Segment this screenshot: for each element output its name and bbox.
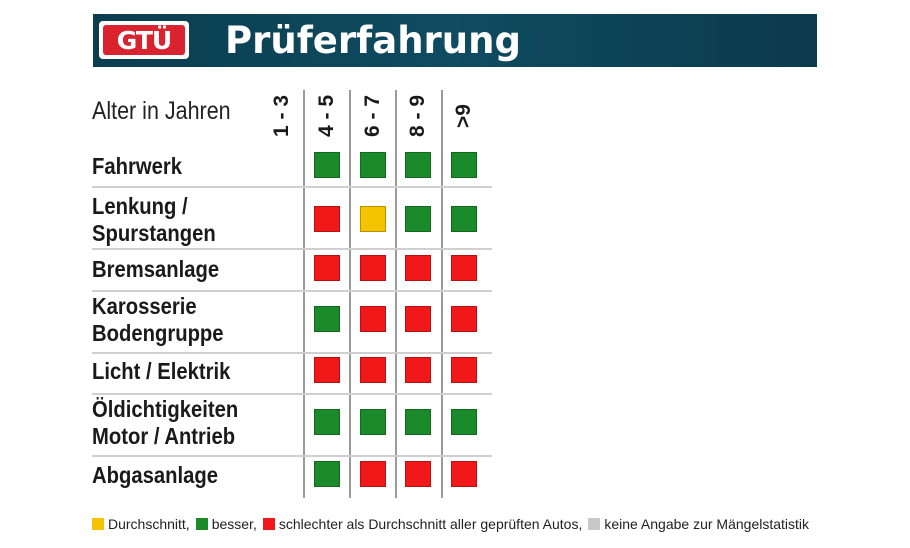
rating-cell-schlechter — [314, 206, 340, 232]
column-header: 4 - 5 — [304, 92, 350, 140]
row-label-line: Abgasanlage — [92, 461, 218, 488]
rating-cell-besser — [405, 409, 431, 435]
row-label-line: Spurstangen — [92, 220, 216, 246]
row-divider — [92, 455, 492, 457]
row-label-line: Karosserie — [92, 293, 197, 319]
row-divider — [92, 186, 492, 188]
row-label-line: Fahrwerk — [92, 152, 182, 179]
row-label-line: Bremsanlage — [92, 255, 220, 282]
rating-cell-besser — [314, 409, 340, 435]
rating-cell-besser — [405, 152, 431, 178]
logo-text: GTÜ — [116, 25, 172, 55]
rating-cell-schlechter — [360, 306, 386, 332]
row-label: Licht / Elektrik — [92, 358, 230, 385]
gtu-logo: GTÜ — [99, 21, 189, 59]
row-label: Karosserie Bodengruppe — [92, 293, 224, 347]
rating-cell-schlechter — [405, 357, 431, 383]
legend-swatch — [262, 518, 275, 530]
rating-cell-schlechter — [360, 255, 386, 281]
row-divider — [92, 352, 492, 354]
age-row-header: Alter in Jahren — [92, 97, 231, 125]
legend: Durchschnitt, besser, schlechter als Durch… — [92, 516, 815, 532]
row-label: Fahrwerk — [92, 153, 182, 180]
row-label: Bremsanlage — [92, 256, 219, 283]
column-header-label: >9 — [451, 104, 475, 128]
rating-cell-besser — [360, 152, 386, 178]
legend-item-schlechter: schlechter als Durchschnitt aller geprüf… — [262, 516, 583, 532]
rating-cell-schlechter — [360, 357, 386, 383]
column-divider — [303, 90, 305, 498]
gtu-logo-badge: GTÜ — [103, 25, 185, 55]
column-header-label: 4 - 5 — [315, 94, 338, 138]
rating-cell-schlechter — [314, 357, 340, 383]
legend-swatch — [588, 518, 601, 530]
column-header: >9 — [441, 92, 487, 140]
rating-cell-besser — [405, 206, 431, 232]
rating-cell-schlechter — [314, 255, 340, 281]
row-label-line: Lenkung / — [92, 193, 188, 219]
column-header: 8 - 9 — [395, 92, 441, 140]
header-banner: GTÜ Prüferfahrung — [93, 14, 817, 67]
column-divider — [349, 90, 351, 498]
column-divider — [395, 90, 397, 498]
column-header: 1 - 3 — [259, 92, 305, 140]
rating-cell-schlechter — [451, 306, 477, 332]
rating-cell-schlechter — [405, 306, 431, 332]
row-label-line: Bodengruppe — [92, 320, 224, 346]
row-label-line: Motor / Antrieb — [92, 423, 236, 449]
rating-cell-schlechter — [451, 357, 477, 383]
rating-cell-besser — [451, 409, 477, 435]
legend-label: schlechter als Durchschnitt aller geprüf… — [278, 516, 583, 532]
column-header-label: 1 - 3 — [270, 94, 293, 138]
row-label: Abgasanlage — [92, 462, 218, 489]
rating-cell-schlechter — [451, 255, 477, 281]
rating-cell-besser — [314, 152, 340, 178]
rating-cell-besser — [451, 206, 477, 232]
legend-label: keine Angabe zur Mängelstatistik — [604, 516, 810, 532]
rating-cell-schlechter — [405, 255, 431, 281]
legend-item-durchschnitt: Durchschnitt, — [92, 516, 190, 532]
rating-cell-besser — [451, 152, 477, 178]
row-label: Lenkung / Spurstangen — [92, 193, 216, 247]
row-divider — [92, 393, 492, 395]
page-title: Prüferfahrung — [225, 19, 521, 62]
rating-cell-durchschnitt — [360, 206, 386, 232]
rating-cell-schlechter — [451, 461, 477, 487]
legend-swatch — [195, 518, 208, 530]
row-label-line: Licht / Elektrik — [92, 357, 231, 384]
row-divider — [92, 248, 492, 250]
legend-label: Durchschnitt, — [108, 516, 190, 532]
column-header: 6 - 7 — [350, 92, 396, 140]
column-divider — [441, 90, 443, 498]
rating-cell-besser — [360, 409, 386, 435]
legend-label: besser, — [211, 516, 257, 532]
legend-item-keine: keine Angabe zur Mängelstatistik — [588, 516, 809, 532]
row-label: Öldichtigkeiten Motor / Antrieb — [92, 396, 238, 450]
column-header-label: 8 - 9 — [406, 94, 429, 138]
row-label-line: Öldichtigkeiten — [92, 396, 239, 422]
rating-cell-schlechter — [405, 461, 431, 487]
rating-cell-schlechter — [360, 461, 386, 487]
legend-swatch — [92, 518, 104, 530]
rating-cell-besser — [314, 461, 340, 487]
legend-item-besser: besser, — [195, 516, 257, 532]
row-divider — [92, 290, 492, 292]
rating-cell-besser — [314, 306, 340, 332]
column-header-label: 6 - 7 — [361, 94, 384, 138]
